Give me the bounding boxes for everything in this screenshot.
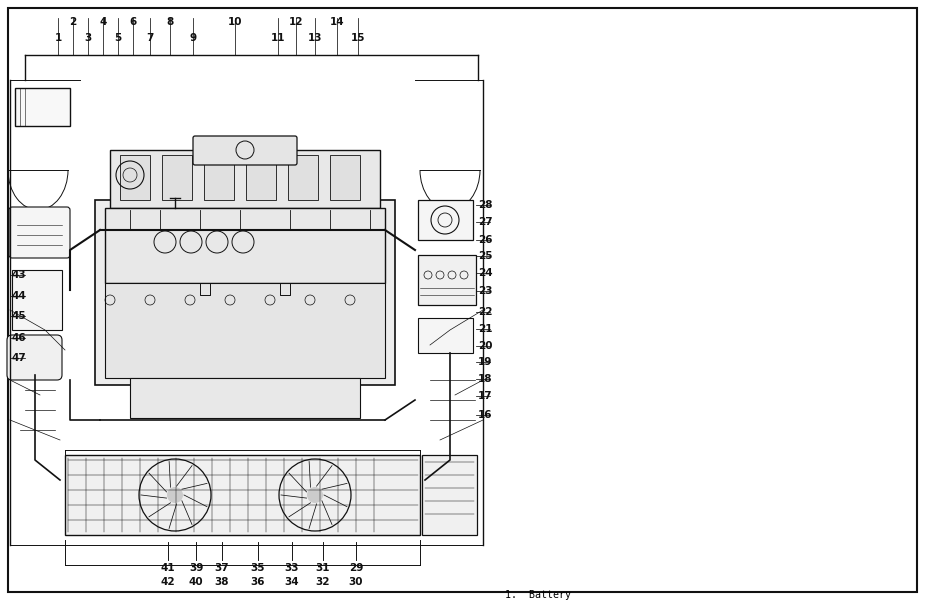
Text: 15: 15 xyxy=(351,33,365,43)
Bar xyxy=(330,155,360,200)
Text: 34: 34 xyxy=(285,577,300,587)
Bar xyxy=(105,208,385,283)
Text: 27: 27 xyxy=(478,217,493,227)
Text: 12: 12 xyxy=(289,17,303,27)
Text: 47: 47 xyxy=(12,353,27,363)
Text: 31: 31 xyxy=(315,563,330,573)
Text: 28: 28 xyxy=(478,200,492,210)
FancyBboxPatch shape xyxy=(7,335,62,380)
Text: 38: 38 xyxy=(215,577,229,587)
Text: 25: 25 xyxy=(478,251,492,261)
Text: 13: 13 xyxy=(308,33,322,43)
Text: 6: 6 xyxy=(130,17,137,27)
Text: 39: 39 xyxy=(189,563,204,573)
Bar xyxy=(418,200,473,240)
Text: 3: 3 xyxy=(84,33,92,43)
Bar xyxy=(12,270,62,330)
Text: 41: 41 xyxy=(161,563,176,573)
Text: 29: 29 xyxy=(349,563,364,573)
Text: 19: 19 xyxy=(478,357,492,367)
Text: 7: 7 xyxy=(146,33,154,43)
Text: 11: 11 xyxy=(271,33,285,43)
Text: 8: 8 xyxy=(166,17,174,27)
FancyBboxPatch shape xyxy=(193,136,297,165)
Text: 45: 45 xyxy=(12,311,27,321)
Bar xyxy=(162,155,192,200)
Bar xyxy=(204,155,234,200)
Bar xyxy=(120,155,150,200)
Text: 24: 24 xyxy=(478,268,493,278)
Text: 37: 37 xyxy=(215,563,229,573)
Text: 46: 46 xyxy=(12,333,27,343)
Circle shape xyxy=(167,487,183,503)
Bar xyxy=(130,378,360,418)
Text: 2: 2 xyxy=(69,17,77,27)
Text: 1.  Battery: 1. Battery xyxy=(505,590,571,600)
Bar xyxy=(422,455,477,535)
Text: 30: 30 xyxy=(349,577,364,587)
Text: 9: 9 xyxy=(190,33,196,43)
Text: 36: 36 xyxy=(251,577,265,587)
Text: 32: 32 xyxy=(315,577,330,587)
Bar xyxy=(15,88,70,126)
Text: 1: 1 xyxy=(55,33,62,43)
Bar xyxy=(418,318,473,353)
Text: 5: 5 xyxy=(115,33,121,43)
Text: 22: 22 xyxy=(478,307,492,317)
Text: 4: 4 xyxy=(99,17,106,27)
Text: 44: 44 xyxy=(12,291,27,301)
Text: 40: 40 xyxy=(189,577,204,587)
Bar xyxy=(110,150,380,208)
Bar xyxy=(246,155,276,200)
Text: 43: 43 xyxy=(12,270,27,280)
Bar xyxy=(105,283,385,378)
Text: 26: 26 xyxy=(478,235,492,245)
Text: 35: 35 xyxy=(251,563,265,573)
Circle shape xyxy=(307,487,323,503)
Bar xyxy=(65,455,420,535)
Text: 42: 42 xyxy=(161,577,176,587)
Text: 16: 16 xyxy=(478,410,492,420)
Bar xyxy=(418,255,476,305)
Text: 23: 23 xyxy=(478,286,492,296)
Text: 21: 21 xyxy=(478,324,492,334)
Text: 14: 14 xyxy=(329,17,344,27)
Text: 18: 18 xyxy=(478,374,492,384)
Text: 17: 17 xyxy=(478,391,493,401)
FancyBboxPatch shape xyxy=(9,207,70,258)
Bar xyxy=(95,200,395,385)
Text: 20: 20 xyxy=(478,341,492,351)
Text: 10: 10 xyxy=(228,17,242,27)
Bar xyxy=(288,155,318,200)
Text: 33: 33 xyxy=(285,563,300,573)
